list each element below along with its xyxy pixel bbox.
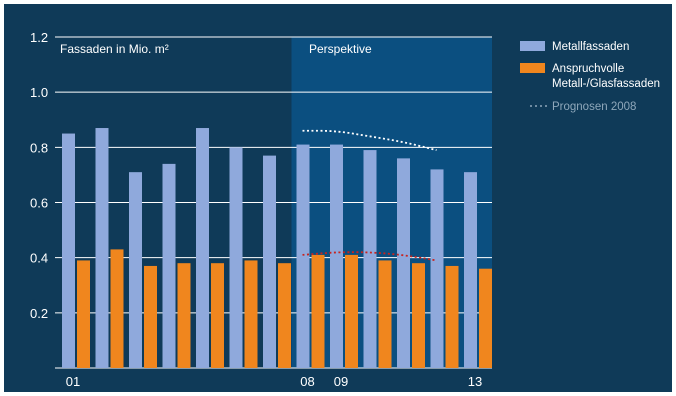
y-tick-label: 0.4 — [30, 251, 48, 266]
bar-glasfassaden — [110, 249, 124, 368]
bar-metallfassaden — [196, 128, 209, 368]
bar-glasfassaden — [144, 265, 157, 368]
bar-glasfassaden — [278, 263, 291, 368]
bar-glasfassaden — [345, 254, 358, 368]
bars — [62, 128, 492, 368]
legend-label-glass-line2: Metall-/Glasfassaden — [552, 78, 660, 90]
forecast-lines — [302, 129, 437, 262]
y-tick-label: 1.0 — [30, 85, 48, 100]
bar-metallfassaden — [296, 144, 310, 368]
x-tick-label: 01 — [66, 374, 80, 389]
bar-metallfassaden — [162, 163, 176, 368]
legend-label-forecast: Prognosen 2008 — [552, 101, 636, 113]
x-tick-label: 09 — [334, 374, 348, 389]
y-tick-label: 0.6 — [30, 196, 48, 211]
perspective-label: Perspektive — [309, 42, 372, 56]
bar-metallfassaden — [464, 172, 477, 368]
x-axis-ticks: 01 08 09 13 — [66, 374, 482, 389]
bar-glasfassaden — [177, 263, 191, 368]
bar-metallfassaden — [129, 172, 142, 368]
forecast-line-metallfassaden — [302, 129, 437, 151]
y-axis-ticks: 1.2 1.0 0.8 0.6 0.4 0.2 — [30, 30, 48, 321]
bar-glasfassaden — [479, 268, 492, 368]
bar-metallfassaden — [430, 169, 444, 368]
bar-glasfassaden — [378, 260, 392, 368]
bar-glasfassaden — [311, 254, 325, 368]
y-axis-label: Fassaden in Mio. m² — [60, 42, 169, 56]
bar-glasfassaden — [412, 263, 425, 368]
bar-glasfassaden — [244, 260, 258, 368]
bar-metallfassaden — [62, 133, 75, 368]
bar-metallfassaden — [397, 158, 410, 368]
bar-glasfassaden — [77, 260, 90, 368]
legend-label-glass-line1: Anspruchvolle — [552, 63, 624, 75]
forecast-line-glasfassaden — [302, 251, 437, 262]
y-tick-label: 0.8 — [30, 140, 48, 155]
y-tick-label: 1.2 — [30, 30, 48, 45]
bar-metallfassaden — [363, 150, 377, 368]
x-tick-label: 13 — [468, 374, 482, 389]
legend: Metallfassaden Anspruchvolle Metall-/Gla… — [520, 41, 660, 113]
bar-metallfassaden — [263, 155, 276, 368]
y-tick-label: 0.2 — [30, 306, 48, 321]
bar-metallfassaden — [229, 147, 243, 368]
legend-swatch-metal — [520, 41, 545, 51]
bar-metallfassaden — [330, 144, 343, 368]
bar-metallfassaden — [95, 128, 109, 368]
legend-swatch-glass — [520, 63, 545, 73]
x-tick-label: 08 — [300, 374, 314, 389]
legend-label-metal: Metallfassaden — [552, 41, 629, 53]
bar-glasfassaden — [211, 263, 224, 368]
bar-glasfassaden — [445, 265, 459, 368]
